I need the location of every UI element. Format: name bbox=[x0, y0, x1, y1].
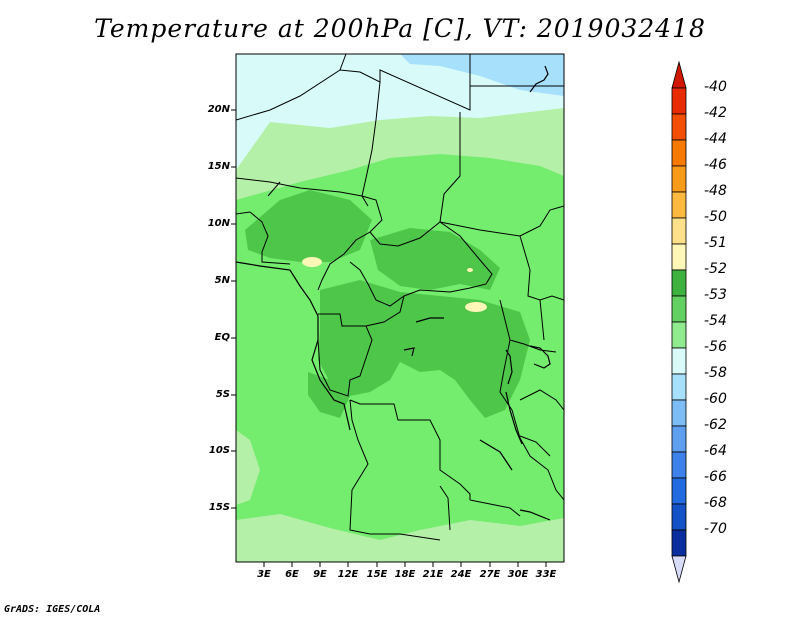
lon-label-12e: 12E bbox=[337, 569, 359, 580]
colorbar-swatch bbox=[671, 269, 687, 297]
colorbar-label: -64 bbox=[704, 443, 727, 459]
colorbar-arrow-top bbox=[671, 60, 687, 89]
colorbar-label: -44 bbox=[704, 131, 727, 147]
field-green-52-central bbox=[370, 228, 500, 290]
field-green-52-west-africa bbox=[245, 190, 372, 262]
colorbar-label: -42 bbox=[704, 105, 727, 121]
lat-label-5s: 5S bbox=[215, 389, 230, 400]
lat-label-15s: 15S bbox=[208, 502, 230, 513]
lon-label-30e: 30E bbox=[507, 569, 529, 580]
colorbar-label: -53 bbox=[704, 287, 727, 303]
colorbar-label: -56 bbox=[704, 339, 727, 355]
lat-label-20n: 20N bbox=[207, 104, 230, 115]
colorbar-label: -68 bbox=[704, 495, 727, 511]
colorbar-swatch bbox=[671, 217, 687, 245]
field-light-green-west bbox=[236, 430, 260, 505]
colorbar-label: -46 bbox=[704, 157, 727, 173]
lat-label-eq: EQ bbox=[214, 332, 230, 343]
lon-label-33e: 33E bbox=[535, 569, 557, 580]
colorbar-label: -70 bbox=[704, 521, 727, 537]
lon-label-9e: 9E bbox=[313, 569, 327, 580]
field-yellow-51-b bbox=[465, 302, 487, 312]
colorbar-swatch bbox=[671, 529, 687, 557]
field-green-52-gabon bbox=[308, 372, 350, 418]
lat-label-5n: 5N bbox=[214, 275, 230, 286]
colorbar-swatch bbox=[671, 113, 687, 141]
colorbar-label: -66 bbox=[704, 469, 727, 485]
colorbar-label: -52 bbox=[704, 261, 727, 277]
colorbar-label: -54 bbox=[704, 313, 727, 329]
colorbar-swatch bbox=[671, 503, 687, 531]
country-borders bbox=[236, 54, 564, 541]
lon-label-18e: 18E bbox=[394, 569, 416, 580]
colorbar-arrow-bottom bbox=[671, 555, 687, 584]
colorbar-swatch bbox=[671, 347, 687, 375]
colorbar-label: -40 bbox=[704, 79, 727, 95]
colorbar-label: -51 bbox=[704, 235, 727, 251]
grads-credit: GrADS: IGES/COLA bbox=[4, 604, 101, 615]
lon-label-21e: 21E bbox=[422, 569, 444, 580]
colorbar-label: -60 bbox=[704, 391, 727, 407]
colorbar-label: -62 bbox=[704, 417, 727, 433]
colorbar-swatch bbox=[671, 399, 687, 427]
colorbar bbox=[671, 60, 687, 584]
lat-ticks bbox=[231, 109, 236, 509]
lon-label-15e: 15E bbox=[366, 569, 388, 580]
colorbar-swatch bbox=[671, 165, 687, 193]
lon-label-3e: 3E bbox=[257, 569, 271, 580]
chart-title: Temperature at 200hPa [C], VT: 201903241… bbox=[94, 14, 706, 43]
lon-label-27e: 27E bbox=[479, 569, 501, 580]
colorbar-swatch bbox=[671, 295, 687, 323]
colorbar-swatch bbox=[671, 425, 687, 453]
lon-ticks bbox=[263, 562, 547, 567]
map-frame bbox=[235, 53, 565, 563]
field-green-52-congo bbox=[318, 280, 530, 418]
coastlines bbox=[236, 65, 551, 521]
lat-label-15n: 15N bbox=[207, 161, 230, 172]
lon-label-24e: 24E bbox=[450, 569, 472, 580]
colorbar-swatch bbox=[671, 373, 687, 401]
colorbar-swatch bbox=[671, 477, 687, 505]
colorbar-label: -48 bbox=[704, 183, 727, 199]
colorbar-swatch bbox=[671, 191, 687, 219]
field-yellow-51-c bbox=[467, 268, 473, 272]
lat-label-10n: 10N bbox=[207, 218, 230, 229]
lat-label-10s: 10S bbox=[208, 445, 230, 456]
colorbar-swatch bbox=[671, 139, 687, 167]
colorbar-label: -50 bbox=[704, 209, 727, 225]
temperature-field bbox=[236, 54, 564, 562]
colorbar-label: -58 bbox=[704, 365, 727, 381]
colorbar-swatch bbox=[671, 321, 687, 349]
colorbar-swatch bbox=[671, 87, 687, 115]
colorbar-swatch bbox=[671, 243, 687, 271]
field-yellow-51-a bbox=[302, 257, 322, 267]
field-light-green-south bbox=[236, 514, 564, 562]
lon-label-6e: 6E bbox=[285, 569, 299, 580]
colorbar-swatch bbox=[671, 451, 687, 479]
